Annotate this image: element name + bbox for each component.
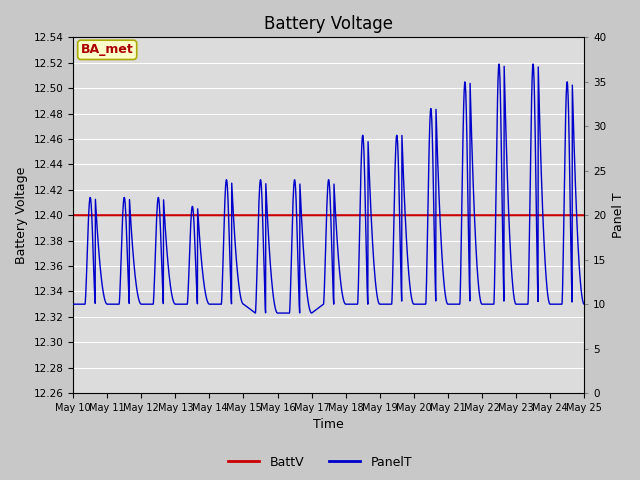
Text: BA_met: BA_met xyxy=(81,43,134,56)
Legend: BattV, PanelT: BattV, PanelT xyxy=(223,451,417,474)
Y-axis label: Panel T: Panel T xyxy=(612,192,625,238)
Y-axis label: Battery Voltage: Battery Voltage xyxy=(15,167,28,264)
Title: Battery Voltage: Battery Voltage xyxy=(264,15,393,33)
X-axis label: Time: Time xyxy=(314,419,344,432)
